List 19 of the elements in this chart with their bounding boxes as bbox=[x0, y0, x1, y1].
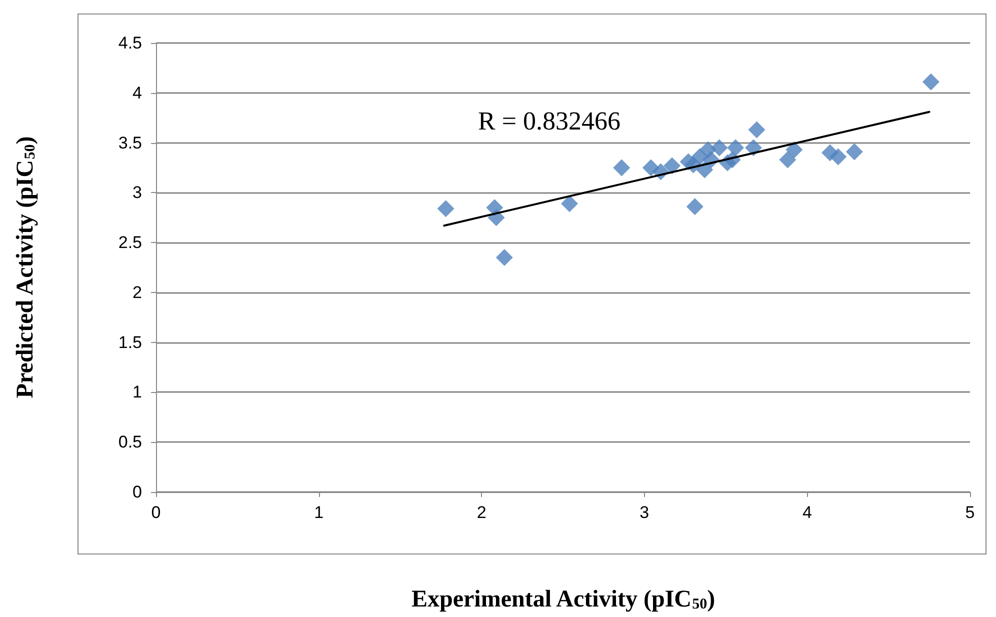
y-tick-label: 2 bbox=[132, 282, 142, 302]
x-tick-label: 5 bbox=[965, 503, 975, 522]
y-tick-label: 4 bbox=[132, 83, 142, 102]
y-tick-label: 1.5 bbox=[118, 332, 142, 352]
y-tick-label: 1 bbox=[132, 382, 142, 402]
annotation: R = 0.832466 bbox=[478, 106, 621, 136]
x-tick-label: 3 bbox=[640, 503, 650, 522]
x-tick-label: 4 bbox=[802, 503, 812, 522]
y-tick-label: 0.5 bbox=[118, 432, 142, 452]
x-tick-label: 1 bbox=[314, 503, 324, 522]
y-axis-title: Predicted Activity (pIC50) bbox=[12, 136, 38, 398]
y-tick-label: 3.5 bbox=[118, 133, 142, 152]
y-tick-label: 2.5 bbox=[118, 233, 142, 252]
y-tick-label: 4.5 bbox=[118, 34, 142, 52]
x-axis-title: Experimental Activity (pIC50) bbox=[412, 586, 716, 612]
x-tick-label: 2 bbox=[476, 503, 486, 522]
x-tick-label: 0 bbox=[151, 503, 161, 522]
y-tick-label: 0 bbox=[132, 482, 142, 502]
y-tick-label: 3 bbox=[132, 183, 142, 202]
